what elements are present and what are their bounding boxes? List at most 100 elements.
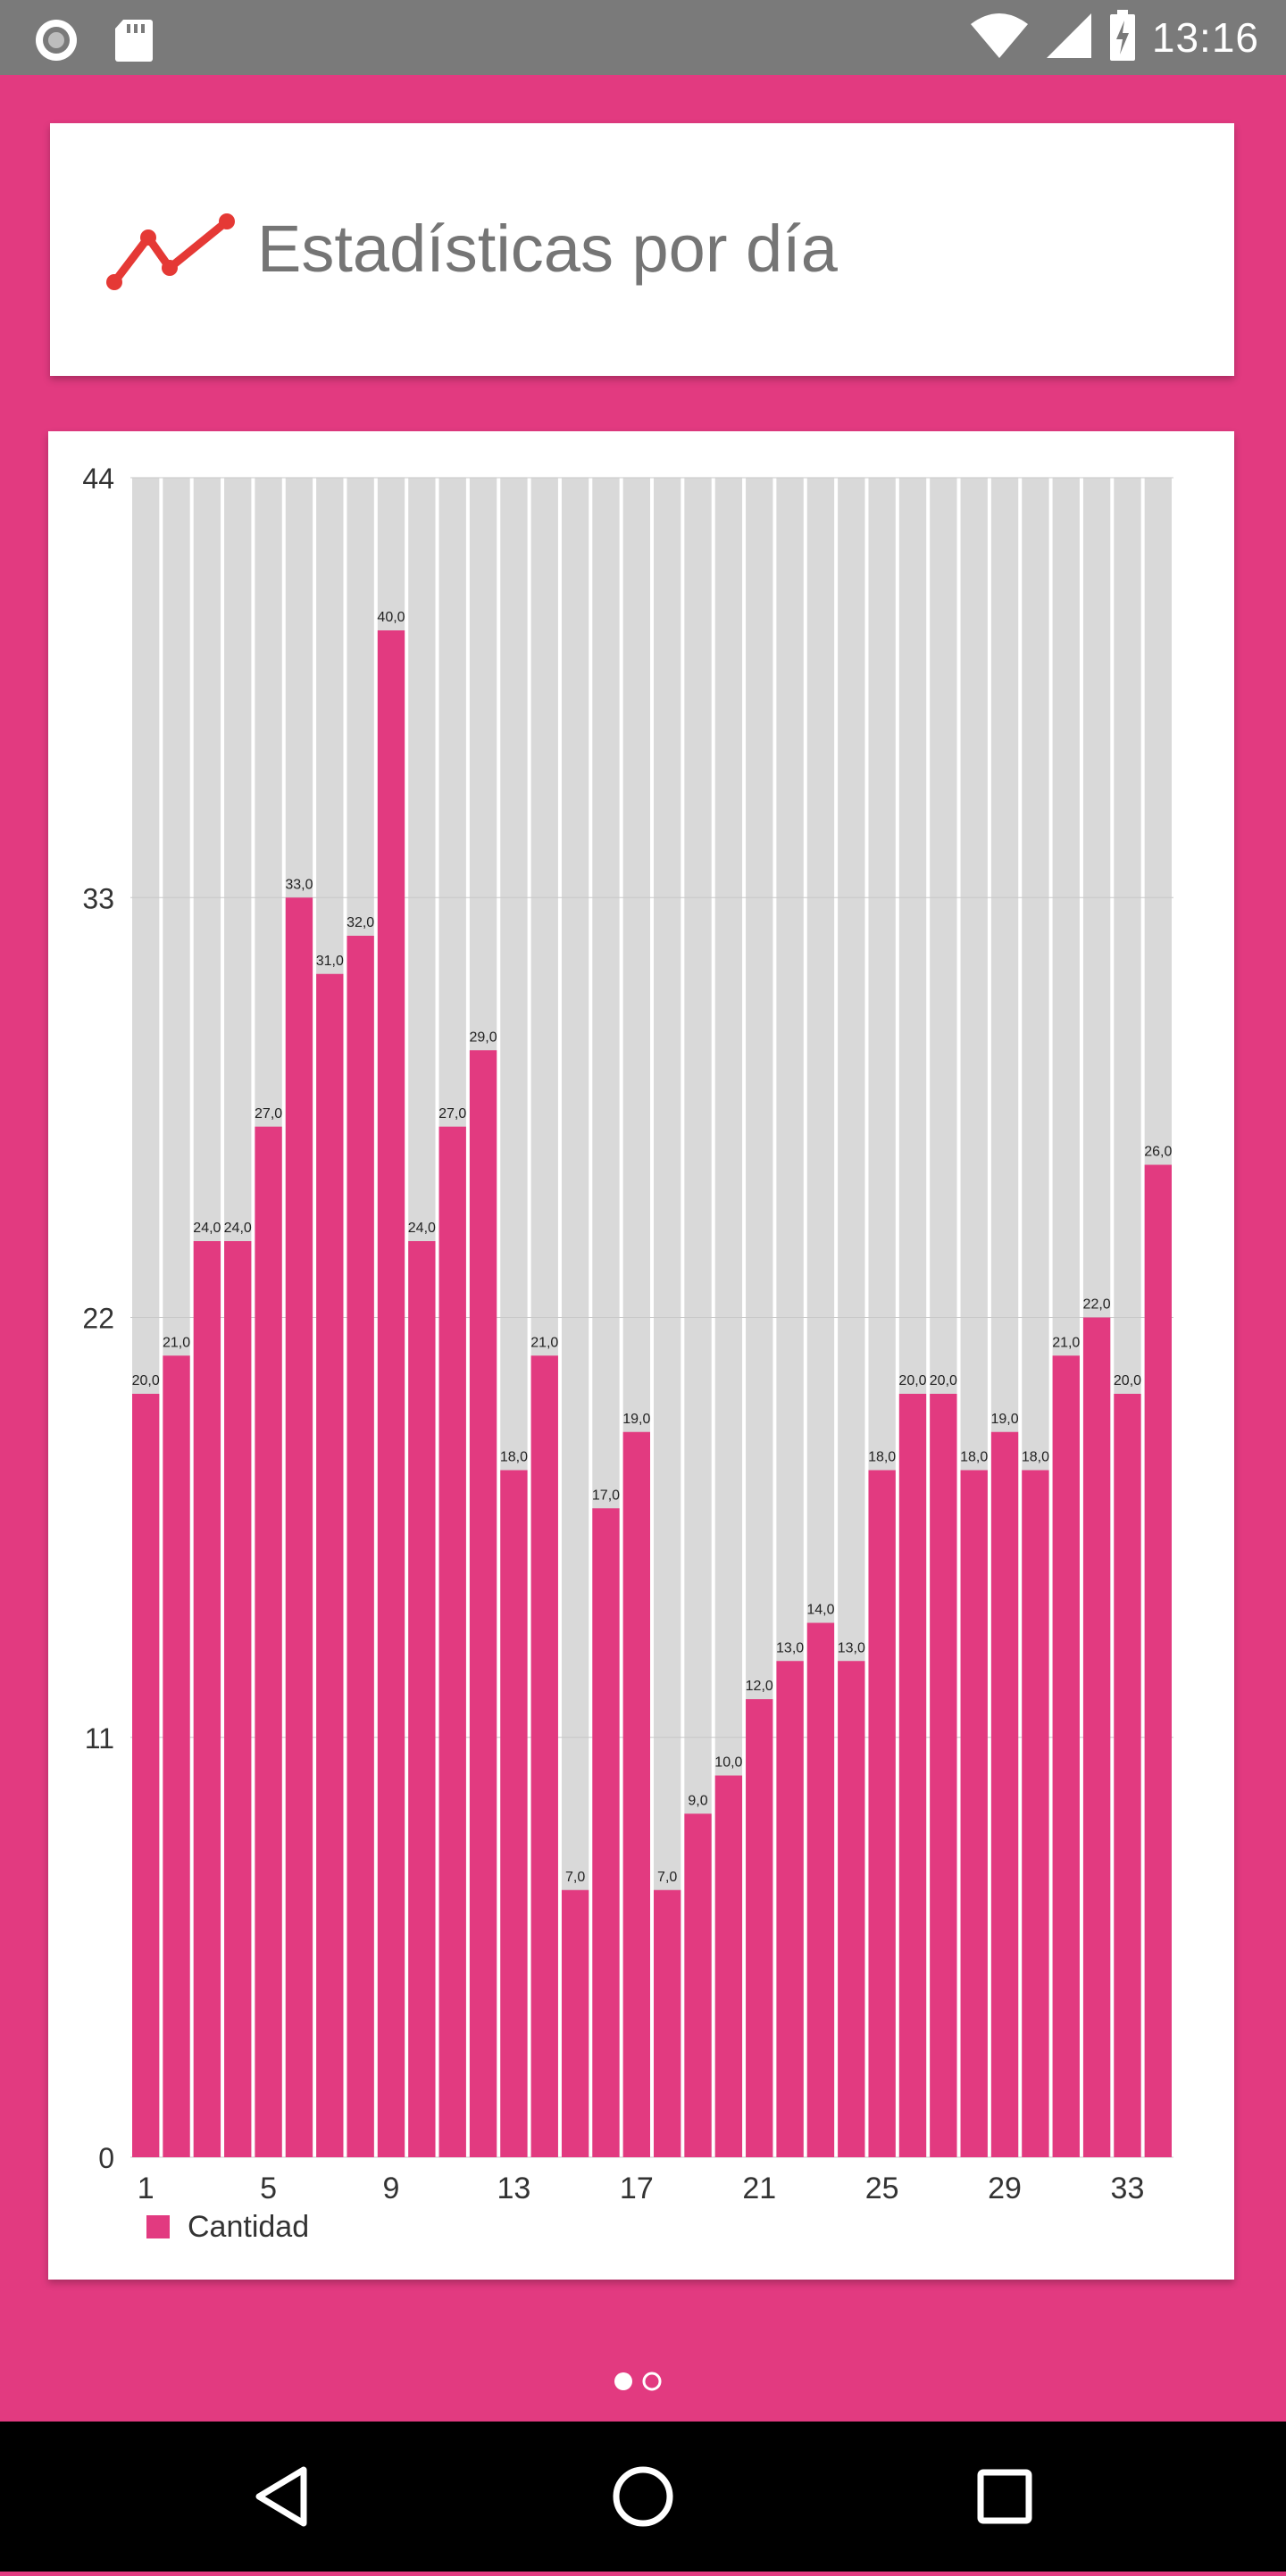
bar <box>622 1431 650 2157</box>
status-bar: 13:16 <box>0 0 1286 75</box>
bar <box>163 1355 190 2157</box>
header-card: Estadísticas por día <box>50 123 1234 376</box>
battery-charging-icon <box>1109 9 1136 66</box>
bar-value-label: 31,0 <box>316 954 344 969</box>
bar <box>1082 1317 1111 2157</box>
bar-value-label: 10,0 <box>714 1755 742 1771</box>
bar <box>316 973 344 2157</box>
bar-value-label: 40,0 <box>377 610 405 625</box>
bar <box>1052 1355 1080 2157</box>
status-time: 13:16 <box>1151 14 1259 61</box>
y-tick-label: 44 <box>82 463 114 495</box>
bar-value-label: 7,0 <box>657 1870 677 1885</box>
bar-value-label: 20,0 <box>930 1373 957 1388</box>
bar <box>930 1394 957 2157</box>
y-tick-label: 0 <box>98 2142 114 2174</box>
page-indicator[interactable] <box>0 2368 1286 2395</box>
bar <box>1144 1164 1172 2157</box>
bar-value-label: 26,0 <box>1144 1145 1172 1160</box>
x-tick-label: 5 <box>260 2172 277 2205</box>
bar <box>1114 1394 1141 2157</box>
signal-icon <box>1045 12 1093 64</box>
bar <box>592 1508 620 2157</box>
page-dot[interactable] <box>642 2372 662 2391</box>
bar-value-label: 20,0 <box>1114 1373 1141 1388</box>
bar <box>530 1355 558 2157</box>
bar-value-label: 7,0 <box>565 1870 585 1885</box>
bar-value-label: 27,0 <box>438 1106 466 1121</box>
bar-value-label: 24,0 <box>224 1221 252 1236</box>
bar-value-label: 13,0 <box>776 1640 804 1655</box>
bar <box>224 1241 252 2157</box>
bar <box>561 1889 589 2157</box>
bar <box>285 897 313 2157</box>
bar <box>684 1813 712 2157</box>
bar-value-label: 20,0 <box>898 1373 926 1388</box>
bar-value-label: 21,0 <box>163 1335 190 1350</box>
bar <box>960 1470 988 2157</box>
bar <box>408 1241 436 2157</box>
bar-value-label: 13,0 <box>838 1640 865 1655</box>
bar-value-label: 9,0 <box>688 1793 707 1808</box>
x-tick-label: 17 <box>620 2172 654 2205</box>
bar <box>132 1394 160 2157</box>
bar-value-label: 14,0 <box>806 1603 834 1618</box>
bar-value-label: 12,0 <box>746 1679 773 1694</box>
circle-notification-icon <box>34 18 79 67</box>
bar-value-label: 27,0 <box>255 1106 282 1121</box>
bar-value-label: 24,0 <box>408 1221 436 1236</box>
recents-icon[interactable] <box>977 2469 1032 2524</box>
bar-value-label: 21,0 <box>530 1335 558 1350</box>
bar-value-label: 20,0 <box>132 1373 160 1388</box>
x-tick-label: 25 <box>865 2172 899 2205</box>
bar <box>1022 1470 1049 2157</box>
x-tick-label: 29 <box>988 2172 1022 2205</box>
x-tick-label: 13 <box>497 2172 530 2205</box>
page-title: Estadísticas por día <box>257 212 838 286</box>
bar-value-label: 17,0 <box>592 1488 620 1503</box>
bar <box>193 1241 221 2157</box>
back-icon[interactable] <box>255 2466 307 2527</box>
bar <box>898 1394 927 2157</box>
page-dot-active[interactable] <box>614 2372 632 2390</box>
chart-card: 20,0 21,0 24,0 24,0 27,0 33,0 31,0 32,0 40,0 24,0… <box>48 431 1234 2280</box>
bar-value-label: 33,0 <box>285 877 313 892</box>
bar <box>500 1470 528 2157</box>
x-tick-label: 33 <box>1111 2172 1145 2205</box>
legend-label: Cantidad <box>188 2210 309 2244</box>
y-tick-label: 33 <box>82 882 114 914</box>
bar <box>806 1622 835 2157</box>
bar <box>377 630 405 2157</box>
bar <box>255 1126 282 2157</box>
y-tick-label: 11 <box>85 1722 114 1755</box>
wifi-icon <box>970 12 1029 64</box>
navigation-bar <box>0 2422 1286 2572</box>
bar-value-label: 32,0 <box>347 915 374 930</box>
bar-chart[interactable]: 20,021,024,0 24,027,033,031,032,040,024,0… <box>48 431 1234 2280</box>
bar-value-label: 22,0 <box>1083 1297 1111 1313</box>
bar <box>990 1431 1019 2157</box>
bar-value-label: 29,0 <box>469 1030 497 1045</box>
legend-swatch <box>146 2215 170 2238</box>
y-tick-label: 22 <box>82 1303 114 1335</box>
x-tick-label: 9 <box>383 2172 400 2205</box>
bar-value-label: 24,0 <box>193 1221 221 1236</box>
bar <box>438 1126 466 2157</box>
bar-value-label: 18,0 <box>868 1450 896 1465</box>
bar <box>714 1775 743 2157</box>
line-chart-icon <box>104 205 238 299</box>
bar <box>654 1889 681 2157</box>
sd-card-icon <box>114 18 154 67</box>
bar-value-label: 19,0 <box>622 1412 650 1427</box>
bar-value-label: 19,0 <box>990 1412 1018 1427</box>
bar-value-label: 18,0 <box>1022 1450 1049 1465</box>
home-icon[interactable] <box>613 2466 673 2527</box>
bar-value-label: 18,0 <box>500 1450 528 1465</box>
x-tick-label: 1 <box>138 2172 154 2205</box>
bar <box>776 1661 804 2157</box>
bar <box>469 1050 497 2157</box>
bar-value-label: 18,0 <box>960 1450 988 1465</box>
bar <box>868 1470 896 2157</box>
bar <box>347 936 374 2157</box>
bar <box>746 1699 773 2157</box>
